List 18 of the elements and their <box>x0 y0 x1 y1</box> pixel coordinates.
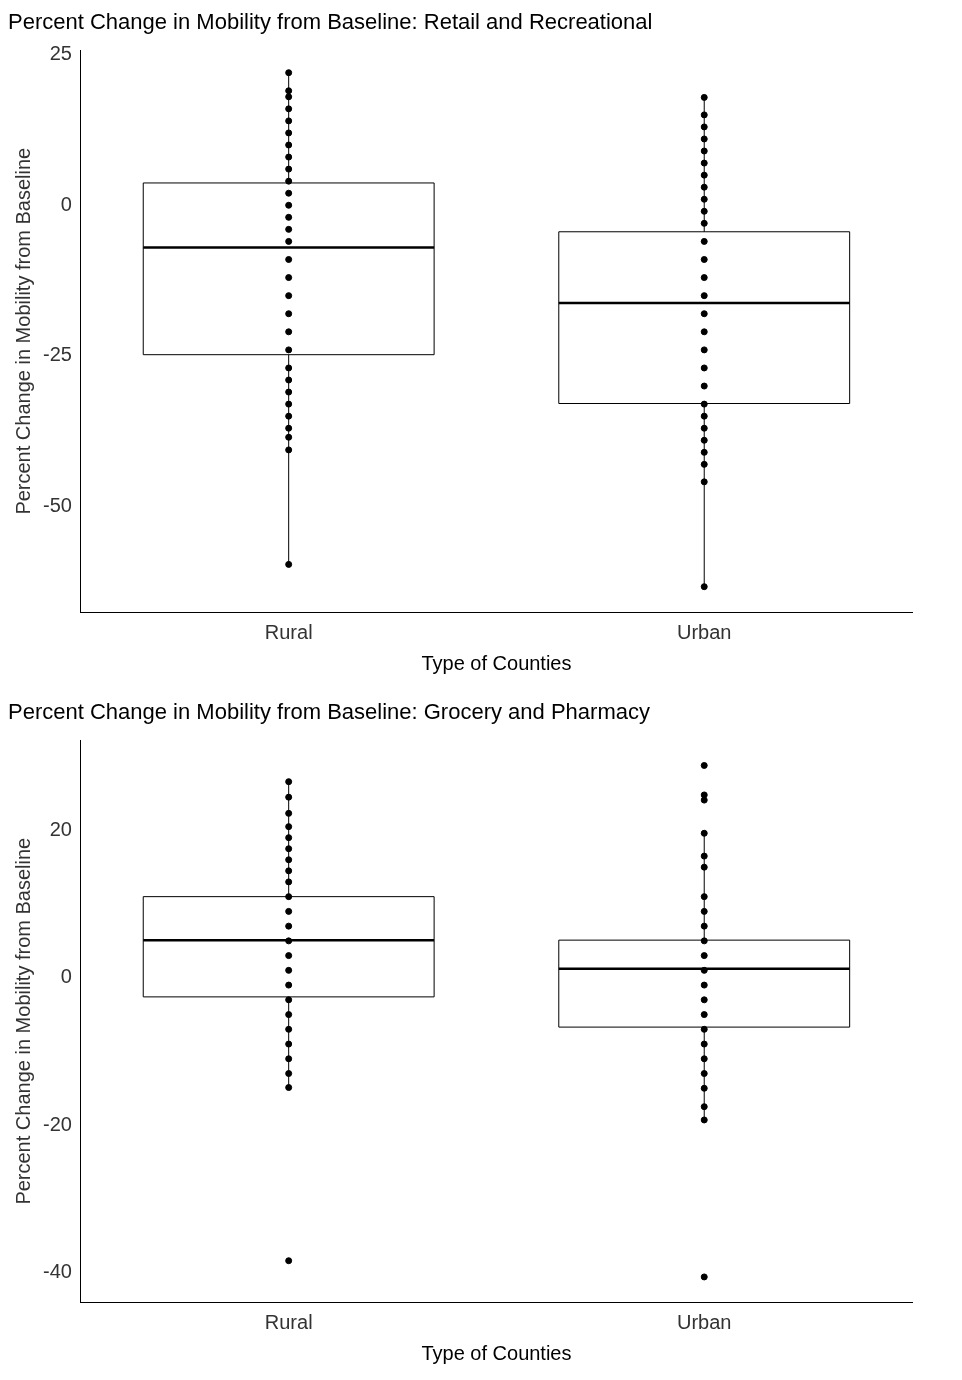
chart-title: Percent Change in Mobility from Baseline: Retail and Recreational <box>8 9 653 35</box>
chart-title: Percent Change in Mobility from Baseline: Grocery and Pharmacy <box>8 699 650 725</box>
y-axis-title: Percent Change in Mobility from Baseline <box>11 837 34 1205</box>
y-tick-label: -40 <box>43 1260 72 1283</box>
y-tick-label: 0 <box>60 965 72 988</box>
x-axis-title: Type of Counties <box>421 651 572 674</box>
x-axis-title: Type of Counties <box>421 1341 572 1364</box>
y-tick-label: -50 <box>43 494 72 517</box>
y-tick-label: 20 <box>49 817 72 840</box>
x-tick-label: Urban <box>676 1310 732 1333</box>
y-tick-label: -25 <box>43 343 72 366</box>
y-tick-label: 0 <box>60 192 72 215</box>
x-tick-label: Rural <box>264 620 313 643</box>
x-tick-label: Rural <box>264 1310 313 1333</box>
y-tick-label: -20 <box>43 1112 72 1135</box>
y-tick-label: 25 <box>49 42 72 65</box>
y-axis-title: Percent Change in Mobility from Baseline <box>11 147 34 515</box>
x-tick-label: Urban <box>676 620 732 643</box>
